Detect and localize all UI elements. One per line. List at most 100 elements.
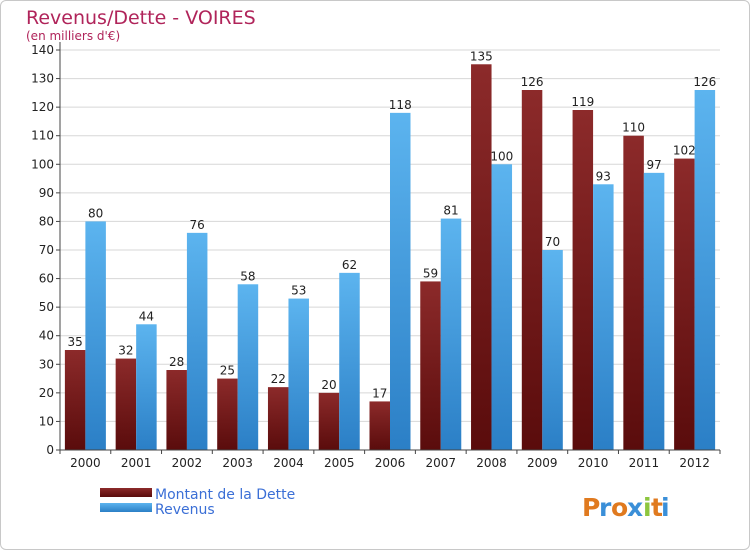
x-tick-label: 2008 [476,456,507,470]
bar-revenus-2005 [339,272,360,450]
logo-letter: i [643,493,652,522]
legend-swatch-revenus [100,503,152,512]
x-tick-label: 2000 [70,456,101,470]
logo-letter: t [651,493,663,522]
y-tick-label: 60 [39,272,54,286]
legend-label-debt: Montant de la Dette [155,487,295,503]
data-label-revenus-2000: 80 [88,206,103,220]
bar-debt-2004 [267,387,289,450]
bars [64,64,716,451]
bar-revenus-2006 [390,112,411,450]
y-tick-label: 10 [39,414,54,428]
data-label-debt-2000: 35 [67,335,82,349]
y-tick-label: 30 [39,357,54,371]
data-label-revenus-2005: 62 [342,258,357,272]
x-tick-label: 2007 [425,456,456,470]
data-label-debt-2001: 32 [118,344,133,358]
bar-revenus-2002 [186,232,208,450]
axes [59,42,720,451]
data-label-debt-2004: 22 [271,372,286,386]
bar-debt-2005 [318,392,340,450]
data-label-revenus-2008: 100 [490,149,513,163]
data-label-debt-2006: 17 [372,386,387,400]
y-axis-ticks: 0 10 20 30 40 50 60 70 80 90 100 110 120 130 140 [31,43,60,457]
bar-revenus-2010 [593,184,614,451]
data-label-debt-2005: 20 [321,378,336,392]
y-tick-label: 120 [31,100,54,114]
bar-revenus-2008 [491,164,513,451]
data-label-revenus-2003: 58 [240,269,255,283]
x-tick-label: 2011 [629,456,660,470]
bar-debt-2010 [572,110,594,450]
y-tick-label: 90 [39,186,54,200]
bar-debt-2012 [674,158,695,451]
data-label-debt-2012: 102 [673,144,696,158]
data-label-revenus-2012: 126 [693,75,716,89]
logo-letter: o [611,493,628,522]
bar-revenus-2003 [237,284,259,450]
bar-revenus-2009 [542,250,563,450]
data-label-revenus-2004: 53 [291,284,306,298]
y-tick-label: 100 [31,157,54,171]
bar-debt-2002 [166,370,187,450]
data-label-debt-2009: 126 [521,75,544,89]
y-tick-label: 70 [39,243,54,257]
bar-debt-2009 [521,90,543,450]
y-tick-label: 80 [39,214,54,228]
x-tick-label: 2006 [375,456,406,470]
data-label-debt-2008: 135 [470,49,493,63]
data-label-revenus-2010: 93 [596,169,611,183]
x-tick-label: 2010 [578,456,609,470]
bar-revenus-2007 [440,218,462,450]
data-label-debt-2007: 59 [423,266,438,280]
y-tick-label: 20 [39,386,54,400]
x-axis-ticks: 2000 2001 2002 2003 2004 2005 2006 2007 2008 2009… [59,450,721,470]
proxiti-logo: Pr ox i ti [582,493,670,522]
legend-label-revenus: Revenus [155,502,215,518]
x-tick-label: 2005 [324,456,355,470]
legend-swatch-debt [100,488,152,497]
data-label-debt-2011: 110 [622,121,645,135]
x-tick-label: 2002 [172,456,203,470]
data-label-revenus-2011: 97 [646,158,661,172]
bar-debt-2003 [217,378,238,450]
y-tick-label: 50 [39,300,54,314]
data-label-revenus-2001: 44 [139,309,154,323]
x-tick-label: 2012 [679,456,710,470]
bar-debt-2007 [420,281,441,450]
x-tick-label: 2001 [121,456,152,470]
y-tick-label: 140 [31,43,54,57]
y-tick-label: 0 [46,443,54,457]
bar-debt-2001 [115,358,137,450]
data-labels: 35 80 32 44 28 76 25 58 22 53 20 62 17 118 59 81 135 100 1… [67,49,716,400]
bar-revenus-2000 [85,221,106,450]
x-tick-label: 2009 [527,456,558,470]
bar-revenus-2001 [136,324,157,450]
x-tick-label: 2003 [222,456,253,470]
logo-letter: x [627,493,643,522]
bar-debt-2008 [471,64,492,451]
y-tick-label: 40 [39,329,54,343]
data-label-debt-2003: 25 [220,364,235,378]
logo-letter: r [599,493,612,522]
bar-debt-2011 [623,135,644,450]
data-label-revenus-2007: 81 [443,204,458,218]
bar-debt-2000 [64,350,86,450]
data-label-revenus-2002: 76 [190,218,205,232]
bar-revenus-2012 [694,90,716,450]
x-tick-label: 2004 [273,456,304,470]
data-label-debt-2010: 119 [571,95,594,109]
data-label-revenus-2009: 70 [545,235,560,249]
chart-subtitle: (en milliers d'€) [26,29,120,43]
bar-revenus-2004 [288,298,309,450]
bar-debt-2006 [369,401,390,450]
bar-revenus-2011 [643,172,665,450]
y-tick-label: 110 [31,129,54,143]
logo-letter: i [661,493,670,522]
legend: Montant de la Dette Revenus [100,487,295,518]
chart-title: Revenus/Dette - VOIRES [26,7,256,29]
y-tick-label: 130 [31,72,54,86]
data-label-debt-2002: 28 [169,355,184,369]
data-label-revenus-2006: 118 [389,98,412,112]
